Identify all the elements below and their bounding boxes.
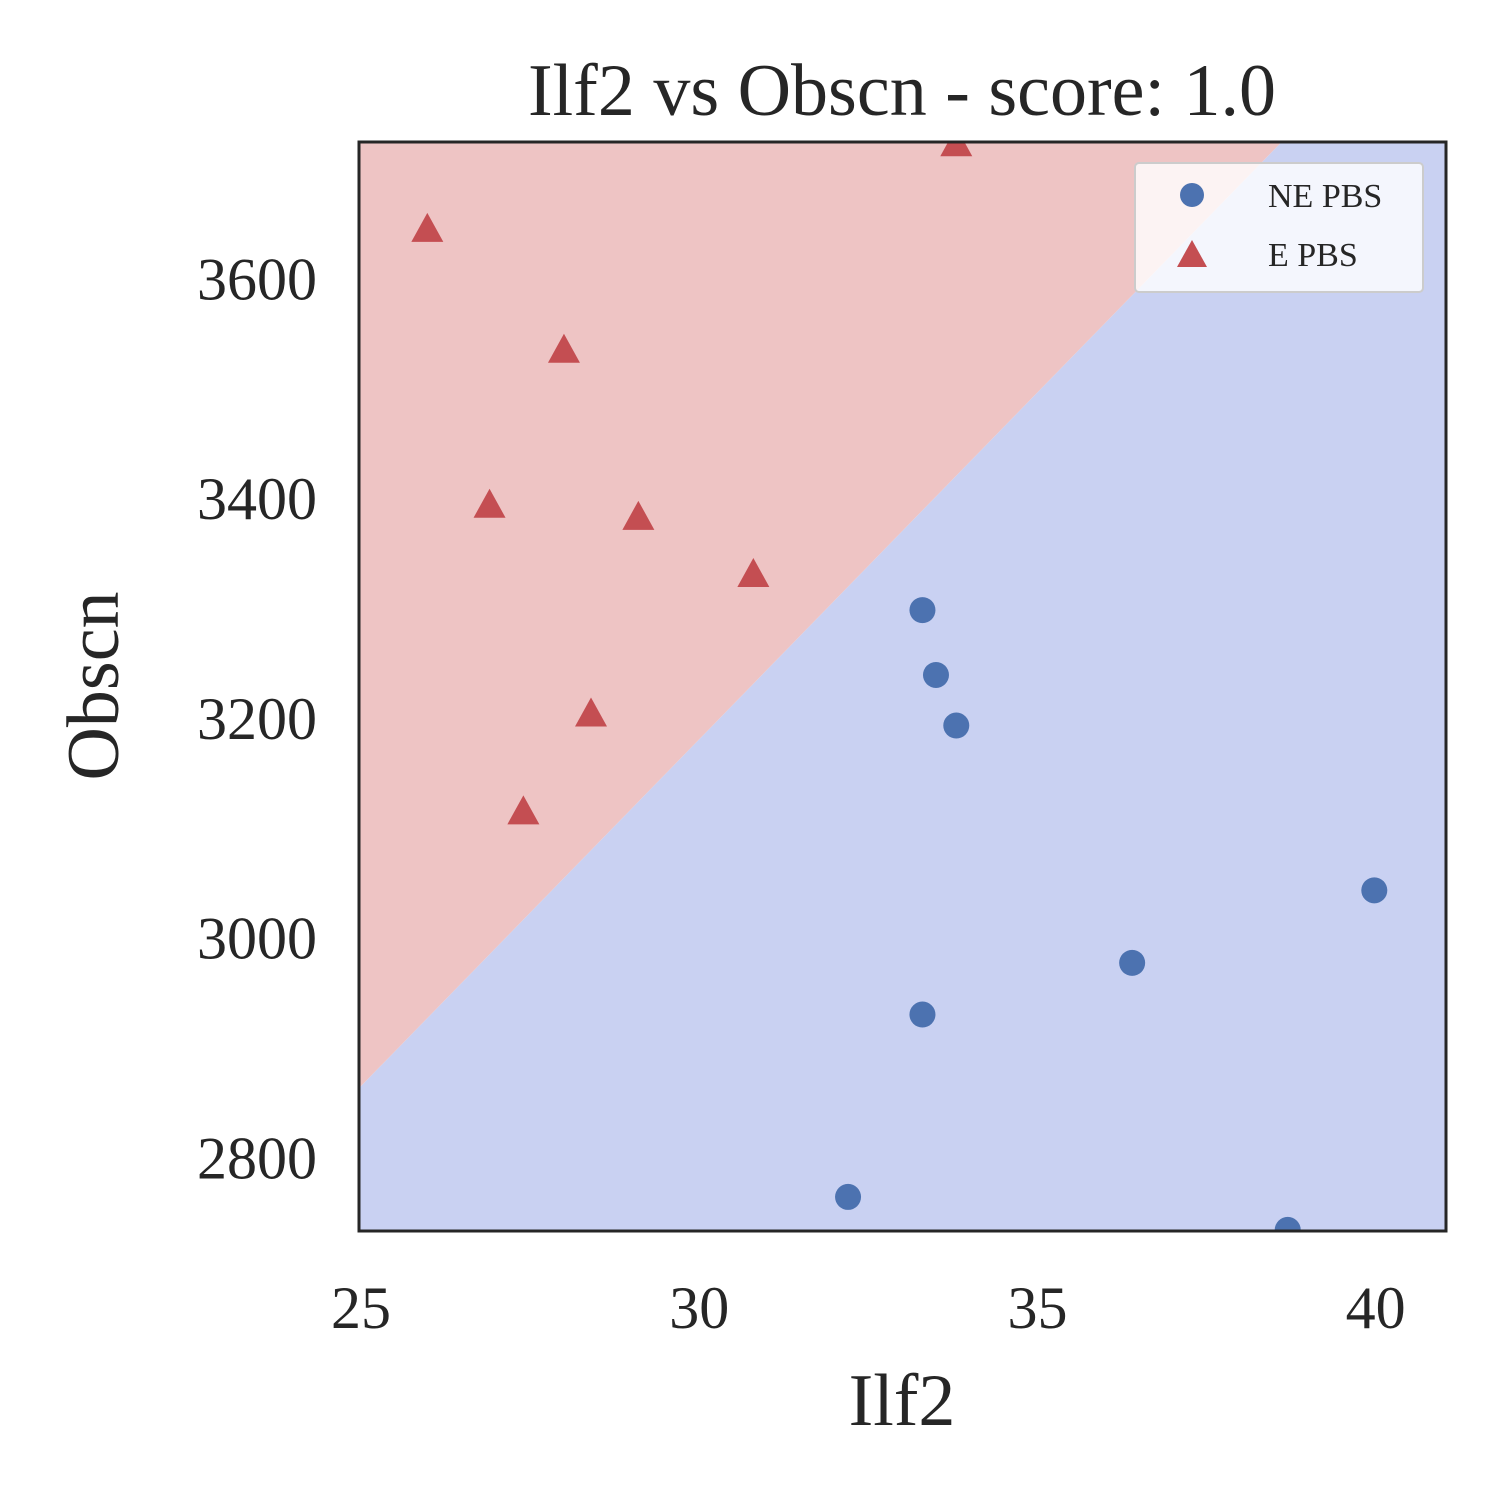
legend-label-ne-pbs: NE PBS — [1268, 178, 1382, 215]
y-axis-label: Obscn — [53, 591, 135, 780]
y-axis-ticks: 2800 3000 3200 3400 3600 — [197, 246, 317, 1191]
point-ne-pbs-6 — [835, 1183, 862, 1210]
y-tick-label-3000: 3000 — [197, 906, 317, 972]
point-ne-pbs-3 — [1361, 877, 1388, 904]
point-e-pbs-2 — [473, 488, 506, 518]
ne-pbs-region — [359, 142, 1446, 1231]
point-ne-pbs-0 — [909, 597, 936, 624]
x-tick-label-40: 40 — [1346, 1275, 1406, 1341]
chart-title: Ilf2 vs Obscn - score: 1.0 — [528, 50, 1276, 132]
y-tick-label-3200: 3200 — [197, 686, 317, 752]
x-axis-label: Ilf2 — [849, 1360, 956, 1442]
plot-frame — [357, 140, 1448, 1233]
legend-marker-e-pbs — [1177, 240, 1207, 267]
legend-label-e-pbs: E PBS — [1268, 237, 1358, 274]
y-tick-label-2800: 2800 — [197, 1125, 317, 1191]
legend: NE PBS E PBS — [1134, 162, 1424, 293]
y-tick-label-3600: 3600 — [197, 246, 317, 312]
point-ne-pbs-4 — [1119, 949, 1146, 976]
point-ne-pbs-2 — [943, 712, 970, 739]
x-axis-ticks: 25 30 35 40 — [331, 1275, 1406, 1341]
legend-marker-ne-pbs — [1180, 183, 1204, 207]
point-e-pbs-4 — [737, 557, 770, 587]
y-tick-label-3400: 3400 — [197, 466, 317, 532]
e-pbs-region — [359, 142, 1446, 1089]
x-tick-label-30: 30 — [669, 1275, 729, 1341]
point-ne-pbs-7 — [1274, 1216, 1301, 1231]
point-e-pbs-1 — [547, 333, 580, 363]
point-ne-pbs-5 — [909, 1001, 936, 1028]
point-ne-pbs-1 — [922, 661, 949, 688]
x-tick-label-25: 25 — [331, 1275, 391, 1341]
x-tick-label-35: 35 — [1007, 1275, 1067, 1341]
legend-box — [1134, 162, 1424, 293]
point-e-pbs-3 — [622, 500, 655, 530]
point-e-pbs-6 — [507, 795, 540, 825]
point-e-pbs-5 — [575, 697, 608, 727]
plot-area — [359, 142, 1446, 1231]
data-points — [411, 142, 1388, 1231]
point-e-pbs-7 — [940, 142, 973, 157]
point-e-pbs-0 — [411, 212, 444, 242]
